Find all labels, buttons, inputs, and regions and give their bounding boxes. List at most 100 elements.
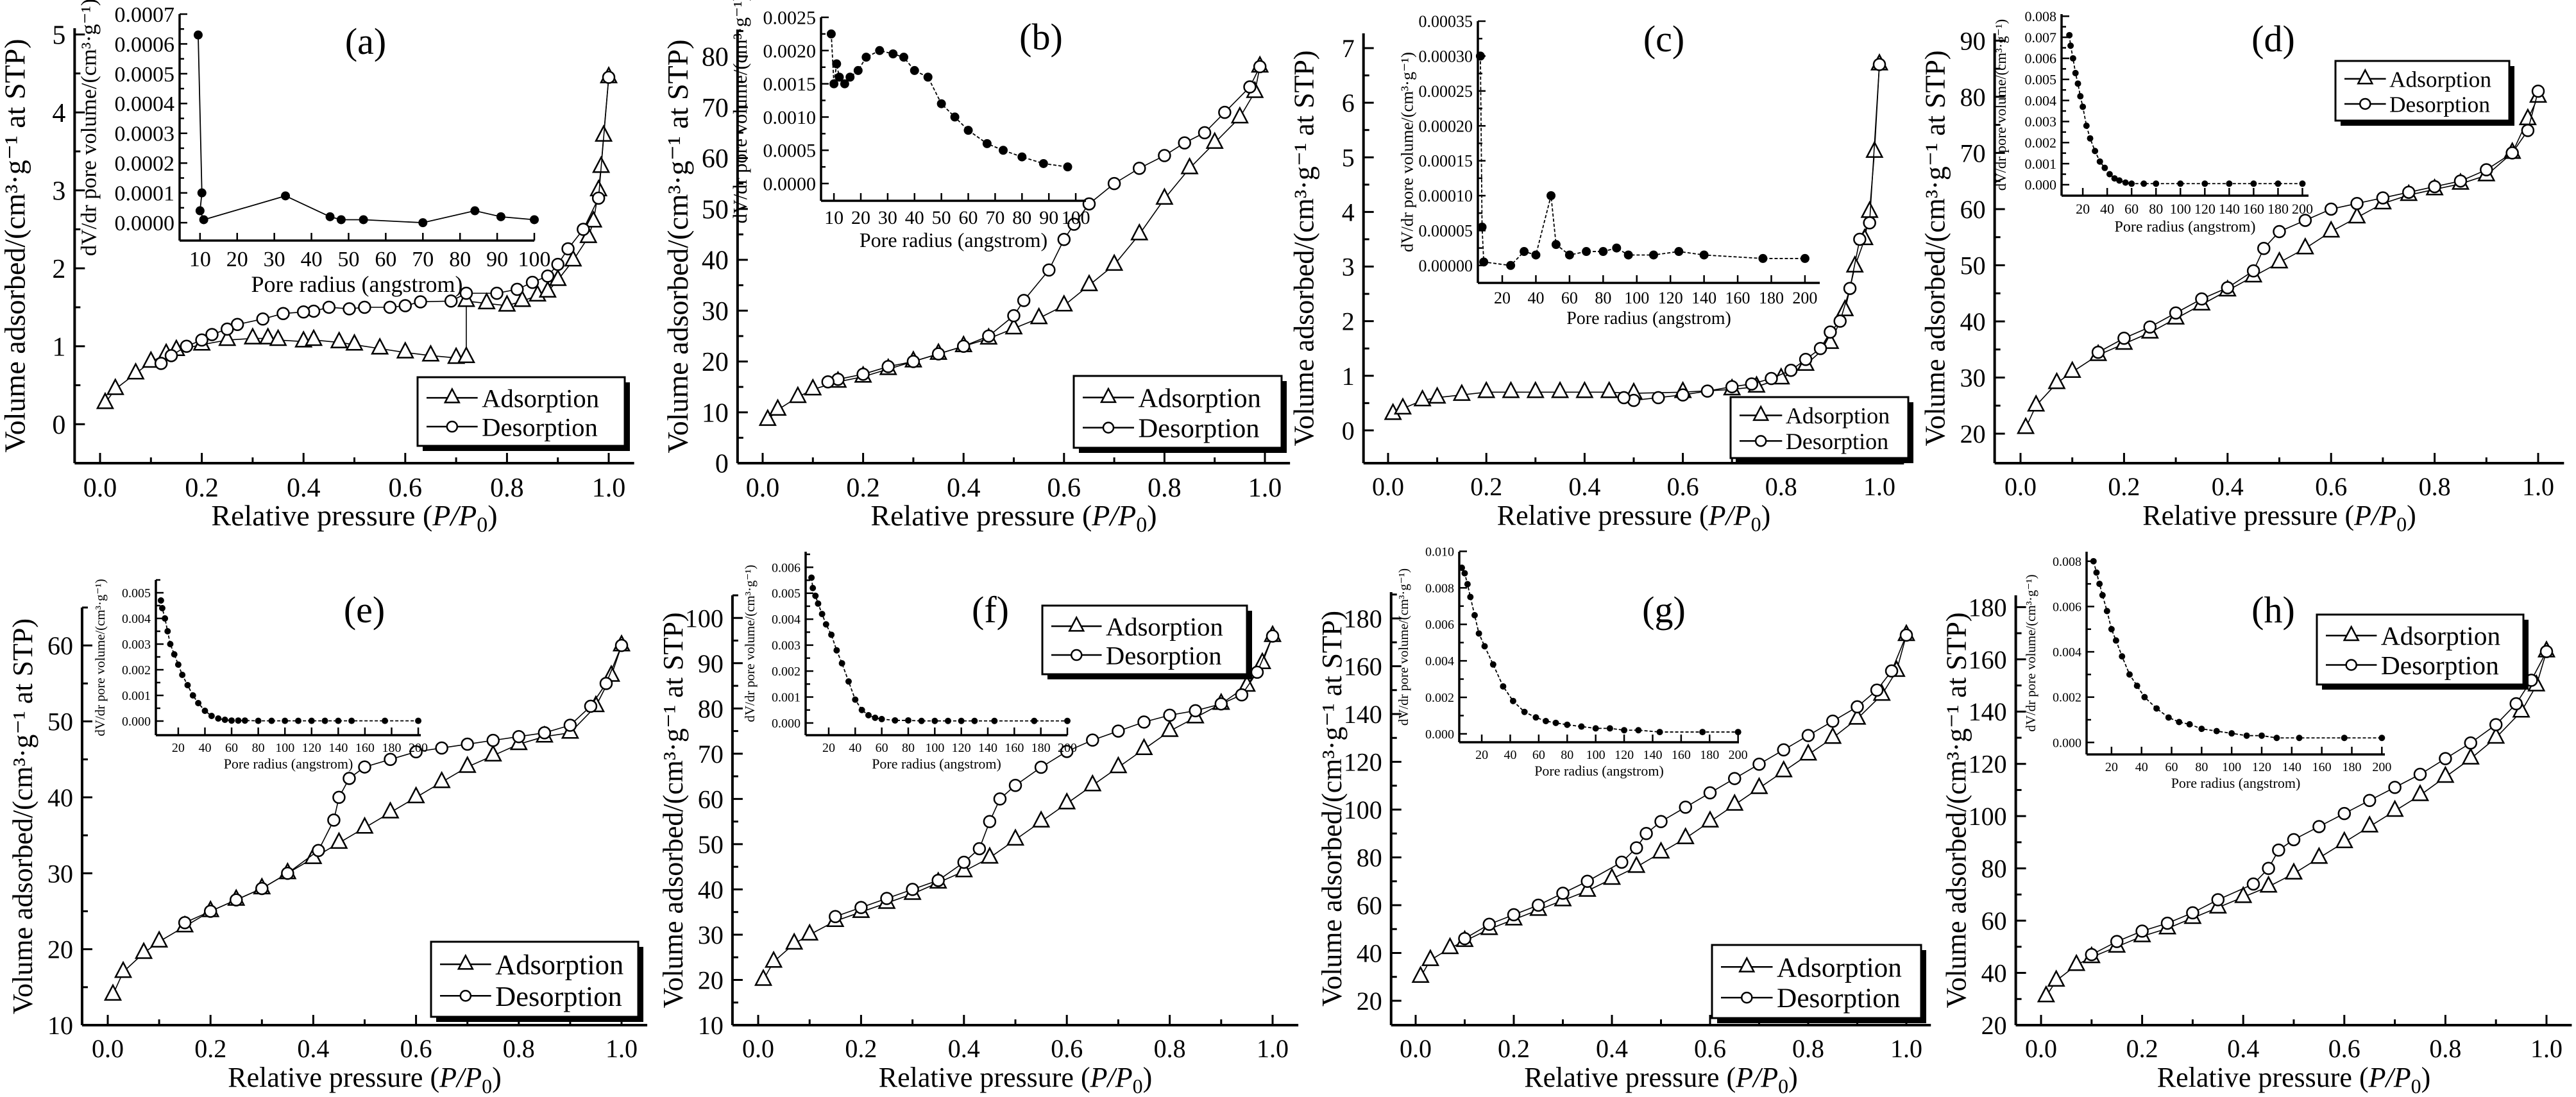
inset-point [1471, 612, 1478, 618]
inset-pore-size-distribution: 10 20 30 40 50 60 70 80 90 100 0.0000 0.0005 0.0010 0… [729, 0, 1090, 251]
inset-point [845, 678, 852, 685]
adsorption-point [1700, 810, 1720, 828]
desorption-point [2221, 281, 2235, 294]
desorption-point [1640, 826, 1653, 840]
legend-label: Adsorption [1106, 612, 1223, 641]
adsorption-point [2348, 206, 2366, 224]
inset-point [2080, 103, 2087, 110]
desorption-point [1243, 80, 1257, 94]
x-tick-label: 0.6 [1694, 1034, 1726, 1063]
desorption-point [541, 269, 555, 283]
adsorption-point [584, 210, 603, 228]
x-tick-label: 0.4 [297, 1034, 329, 1063]
desorption-point [983, 815, 997, 828]
inset-x-tick-label: 100 [1062, 207, 1090, 228]
inset-point [235, 717, 242, 724]
desorption-point [599, 677, 613, 690]
inset-y-tick-label: 0.0000 [763, 174, 817, 195]
desorption-point [1851, 700, 1864, 714]
inset-point [1674, 247, 1684, 257]
desorption-point [993, 792, 1007, 806]
desorption-point [2312, 820, 2326, 833]
inset-x-tick-label: 160 [2243, 201, 2264, 217]
desorption-point [459, 286, 473, 300]
desorption-point [444, 294, 458, 308]
inset-point [2243, 732, 2250, 739]
circle-marker-icon [2359, 98, 2371, 110]
inset-point [2198, 726, 2205, 733]
inset-x-tick-label: 180 [382, 741, 401, 755]
inset-x-tick-label: 200 [2372, 760, 2391, 774]
inset-point [818, 611, 826, 618]
x-tick-label: 0.6 [1047, 473, 1081, 503]
inset-point [878, 715, 885, 722]
inset-point [2341, 735, 2348, 742]
inset-point [2258, 732, 2266, 739]
x-tick-label: 0.4 [2227, 1034, 2259, 1063]
desorption-point [2169, 306, 2183, 320]
desorption-point [2453, 174, 2468, 188]
inset-x-tick-label: 200 [1729, 748, 1748, 762]
panel-label: (d) [2251, 18, 2295, 60]
desorption-point [1833, 314, 1847, 328]
inset-pore-size-distribution: 10 20 30 40 50 60 70 80 90 100 0.0000 0.0001 0.0002 0… [78, 0, 551, 297]
inset-point [2101, 164, 2108, 171]
adsorption-point [758, 409, 777, 426]
x-tick-label: 0.0 [2004, 472, 2037, 501]
inset-point [2153, 705, 2160, 712]
inset-point [1464, 581, 1471, 588]
desorption-point [296, 305, 310, 319]
inset-y-tick-label: 0.003 [772, 639, 801, 653]
inset-point [2177, 180, 2184, 187]
desorption-point [281, 867, 294, 880]
inset-point [1489, 661, 1496, 668]
inset-x-axis-label: Pore radius (angstrom) [2171, 775, 2301, 791]
inset-y-tick-label: 0.000 [122, 715, 151, 729]
desorption-point [343, 302, 356, 316]
adsorption-point [96, 391, 115, 409]
adsorption-point [258, 327, 277, 344]
desorption-line [827, 66, 1260, 382]
inset-point [1542, 718, 1549, 724]
desorption-point [2402, 185, 2416, 199]
adsorption-point [1627, 855, 1646, 873]
desorption-point [2489, 718, 2503, 731]
inset-x-tick-label: 60 [1561, 289, 1578, 307]
inset-point [2108, 625, 2115, 633]
adsorption-point [484, 744, 502, 762]
adsorption-point [1836, 299, 1854, 316]
panel-label: (c) [1643, 18, 1684, 60]
inset-x-tick-label: 20 [822, 741, 835, 755]
adsorption-point [1109, 756, 1128, 774]
inset-x-tick-label: 120 [1614, 748, 1634, 762]
legend-label: Adsorption [482, 384, 599, 412]
adsorption-point [1799, 743, 1818, 761]
legend-item-adsorption: Adsorption [2344, 67, 2491, 92]
y-tick-label: 70 [698, 740, 724, 769]
inset-point [1461, 570, 1468, 577]
triangle-marker-icon [1099, 387, 1117, 404]
inset-point [826, 29, 836, 38]
adsorption-point [2063, 361, 2081, 378]
inset-y-tick-label: 0.00005 [1419, 222, 1473, 241]
panel-label: (g) [1642, 589, 1686, 631]
inset-x-tick-label: 60 [1532, 748, 1545, 762]
inset-y-axis-label: dV/dr pore volume/(cm³·g⁻¹) [742, 565, 758, 722]
series-desorption [829, 629, 1280, 923]
inset-x-axis-label: Pore radius (angstrom) [2115, 219, 2256, 235]
adsorption-point [768, 398, 787, 416]
adsorption-point [2436, 765, 2455, 783]
inset-point [162, 615, 169, 622]
adsorption-point [1477, 380, 1496, 398]
series-desorption [1458, 628, 1913, 946]
legend-item-desorption: Desorption [1740, 429, 1888, 454]
desorption-point [2298, 214, 2312, 227]
inset-point [2083, 123, 2090, 130]
desorption-point [164, 349, 178, 362]
adsorption-point [1006, 828, 1025, 846]
inset-pore-size-distribution: 20 40 60 80 100 120 140 160 180 200 0.00000 0.00005… [1397, 12, 1820, 328]
panel-label: (b) [1019, 16, 1063, 58]
inset-point [2273, 735, 2280, 742]
x-tick-label: 0.0 [92, 1034, 124, 1063]
y-tick-label: 120 [1969, 750, 2007, 779]
